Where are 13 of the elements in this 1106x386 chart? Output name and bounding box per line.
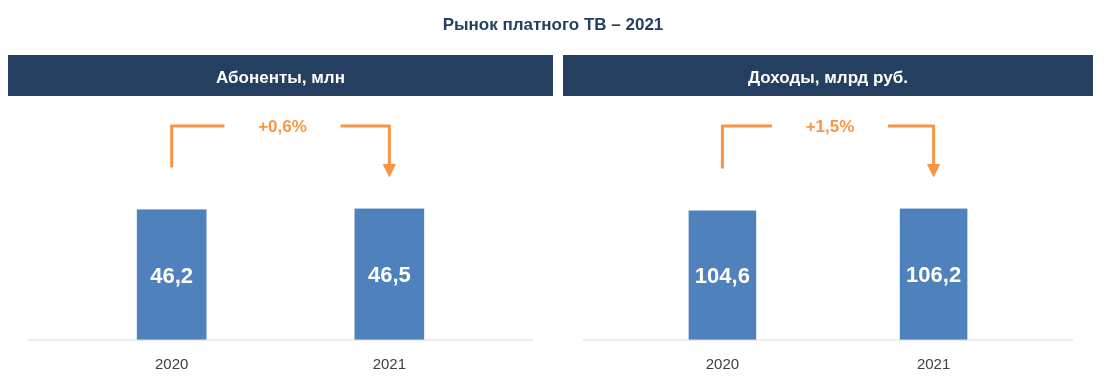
x-tick-label: 2020 (154, 355, 189, 372)
chart-title: Рынок платного ТВ – 2021 (442, 15, 664, 34)
data-label: 46,2 (150, 262, 194, 288)
chart-subtitle: Доходы, млрд руб. (748, 68, 908, 87)
chart-subtitle: Абоненты, млн (216, 68, 345, 87)
data-label: 104,6 (694, 263, 750, 289)
x-tick-label: 2021 (372, 355, 407, 372)
text: +1,5% (805, 117, 855, 136)
x-tick-label: 2020 (705, 355, 740, 372)
x-tick-label: 2021 (916, 355, 951, 372)
data-label: 46,5 (367, 262, 411, 288)
data-label: 106,2 (906, 262, 962, 288)
text: +0,6% (258, 117, 307, 136)
